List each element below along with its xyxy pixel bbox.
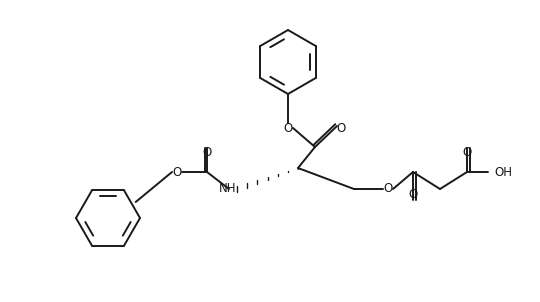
Text: O: O <box>284 121 293 134</box>
Text: O: O <box>336 123 346 136</box>
Text: O: O <box>172 165 181 178</box>
Text: OH: OH <box>494 165 512 178</box>
Text: NH: NH <box>219 182 236 195</box>
Text: O: O <box>408 188 417 201</box>
Text: O: O <box>462 146 471 159</box>
Text: O: O <box>383 182 393 195</box>
Text: O: O <box>202 146 212 159</box>
